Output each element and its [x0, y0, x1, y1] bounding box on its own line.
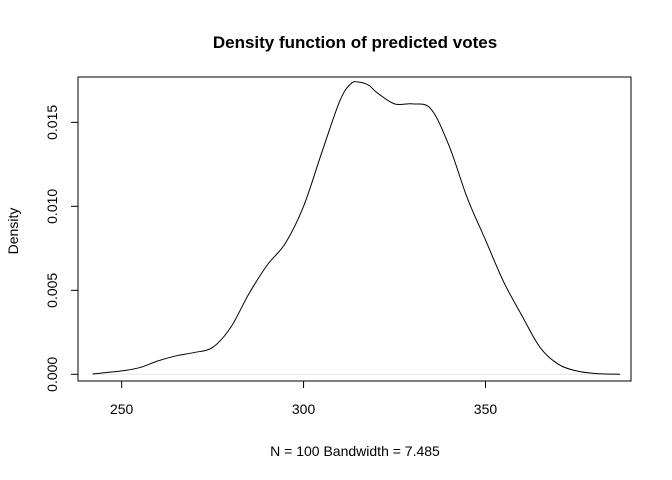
y-tick-label: 0.005: [44, 273, 60, 308]
x-axis-label: N = 100 Bandwidth = 7.485: [270, 443, 440, 459]
y-axis-label: Density: [5, 208, 21, 255]
x-tick-label: 300: [292, 401, 316, 417]
plot-frame: [77, 76, 632, 382]
chart-title: Density function of predicted votes: [213, 33, 497, 52]
y-axis: 0.000 0.005 0.010 0.015: [44, 105, 78, 392]
x-tick-label: 350: [474, 401, 498, 417]
x-axis: 250 300 350: [110, 381, 497, 417]
density-curve: [92, 81, 621, 375]
y-tick-label: 0.015: [44, 105, 60, 140]
x-tick-label: 250: [110, 401, 134, 417]
y-tick-label: 0.000: [44, 357, 60, 392]
y-tick-label: 0.010: [44, 189, 60, 224]
